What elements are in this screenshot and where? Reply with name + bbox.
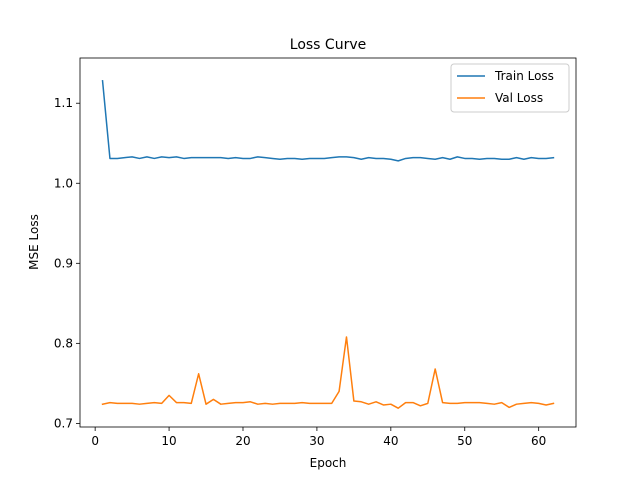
x-tick-label: 60 xyxy=(531,434,546,448)
y-tick-label: 0.7 xyxy=(54,416,73,430)
x-axis-label: Epoch xyxy=(310,456,347,470)
axes-frame xyxy=(79,57,577,428)
legend-label-train-loss: Train Loss xyxy=(494,69,554,83)
y-tick-label: 0.8 xyxy=(54,336,73,350)
x-tick-label: 50 xyxy=(457,434,472,448)
y-tick-label: 0.9 xyxy=(54,256,73,270)
val-loss-line xyxy=(101,336,555,409)
legend-label-val-loss: Val Loss xyxy=(495,91,543,105)
x-tick-label: 0 xyxy=(91,434,99,448)
x-tick-label: 30 xyxy=(309,434,324,448)
chart-title: Loss Curve xyxy=(290,37,366,53)
train-loss-line xyxy=(101,79,555,162)
legend: Train Loss Val Loss xyxy=(450,63,570,113)
y-tick-label: 1.1 xyxy=(54,96,73,110)
plot-area: 0 10 20 30 40 50 60 0.7 0.8 0.9 1.0 1.1 xyxy=(54,57,577,448)
y-axis-label: MSE Loss xyxy=(27,214,41,270)
x-tick-label: 20 xyxy=(235,434,250,448)
x-tick-label: 40 xyxy=(383,434,398,448)
y-tick-label: 1.0 xyxy=(54,176,73,190)
x-tick-label: 10 xyxy=(161,434,176,448)
